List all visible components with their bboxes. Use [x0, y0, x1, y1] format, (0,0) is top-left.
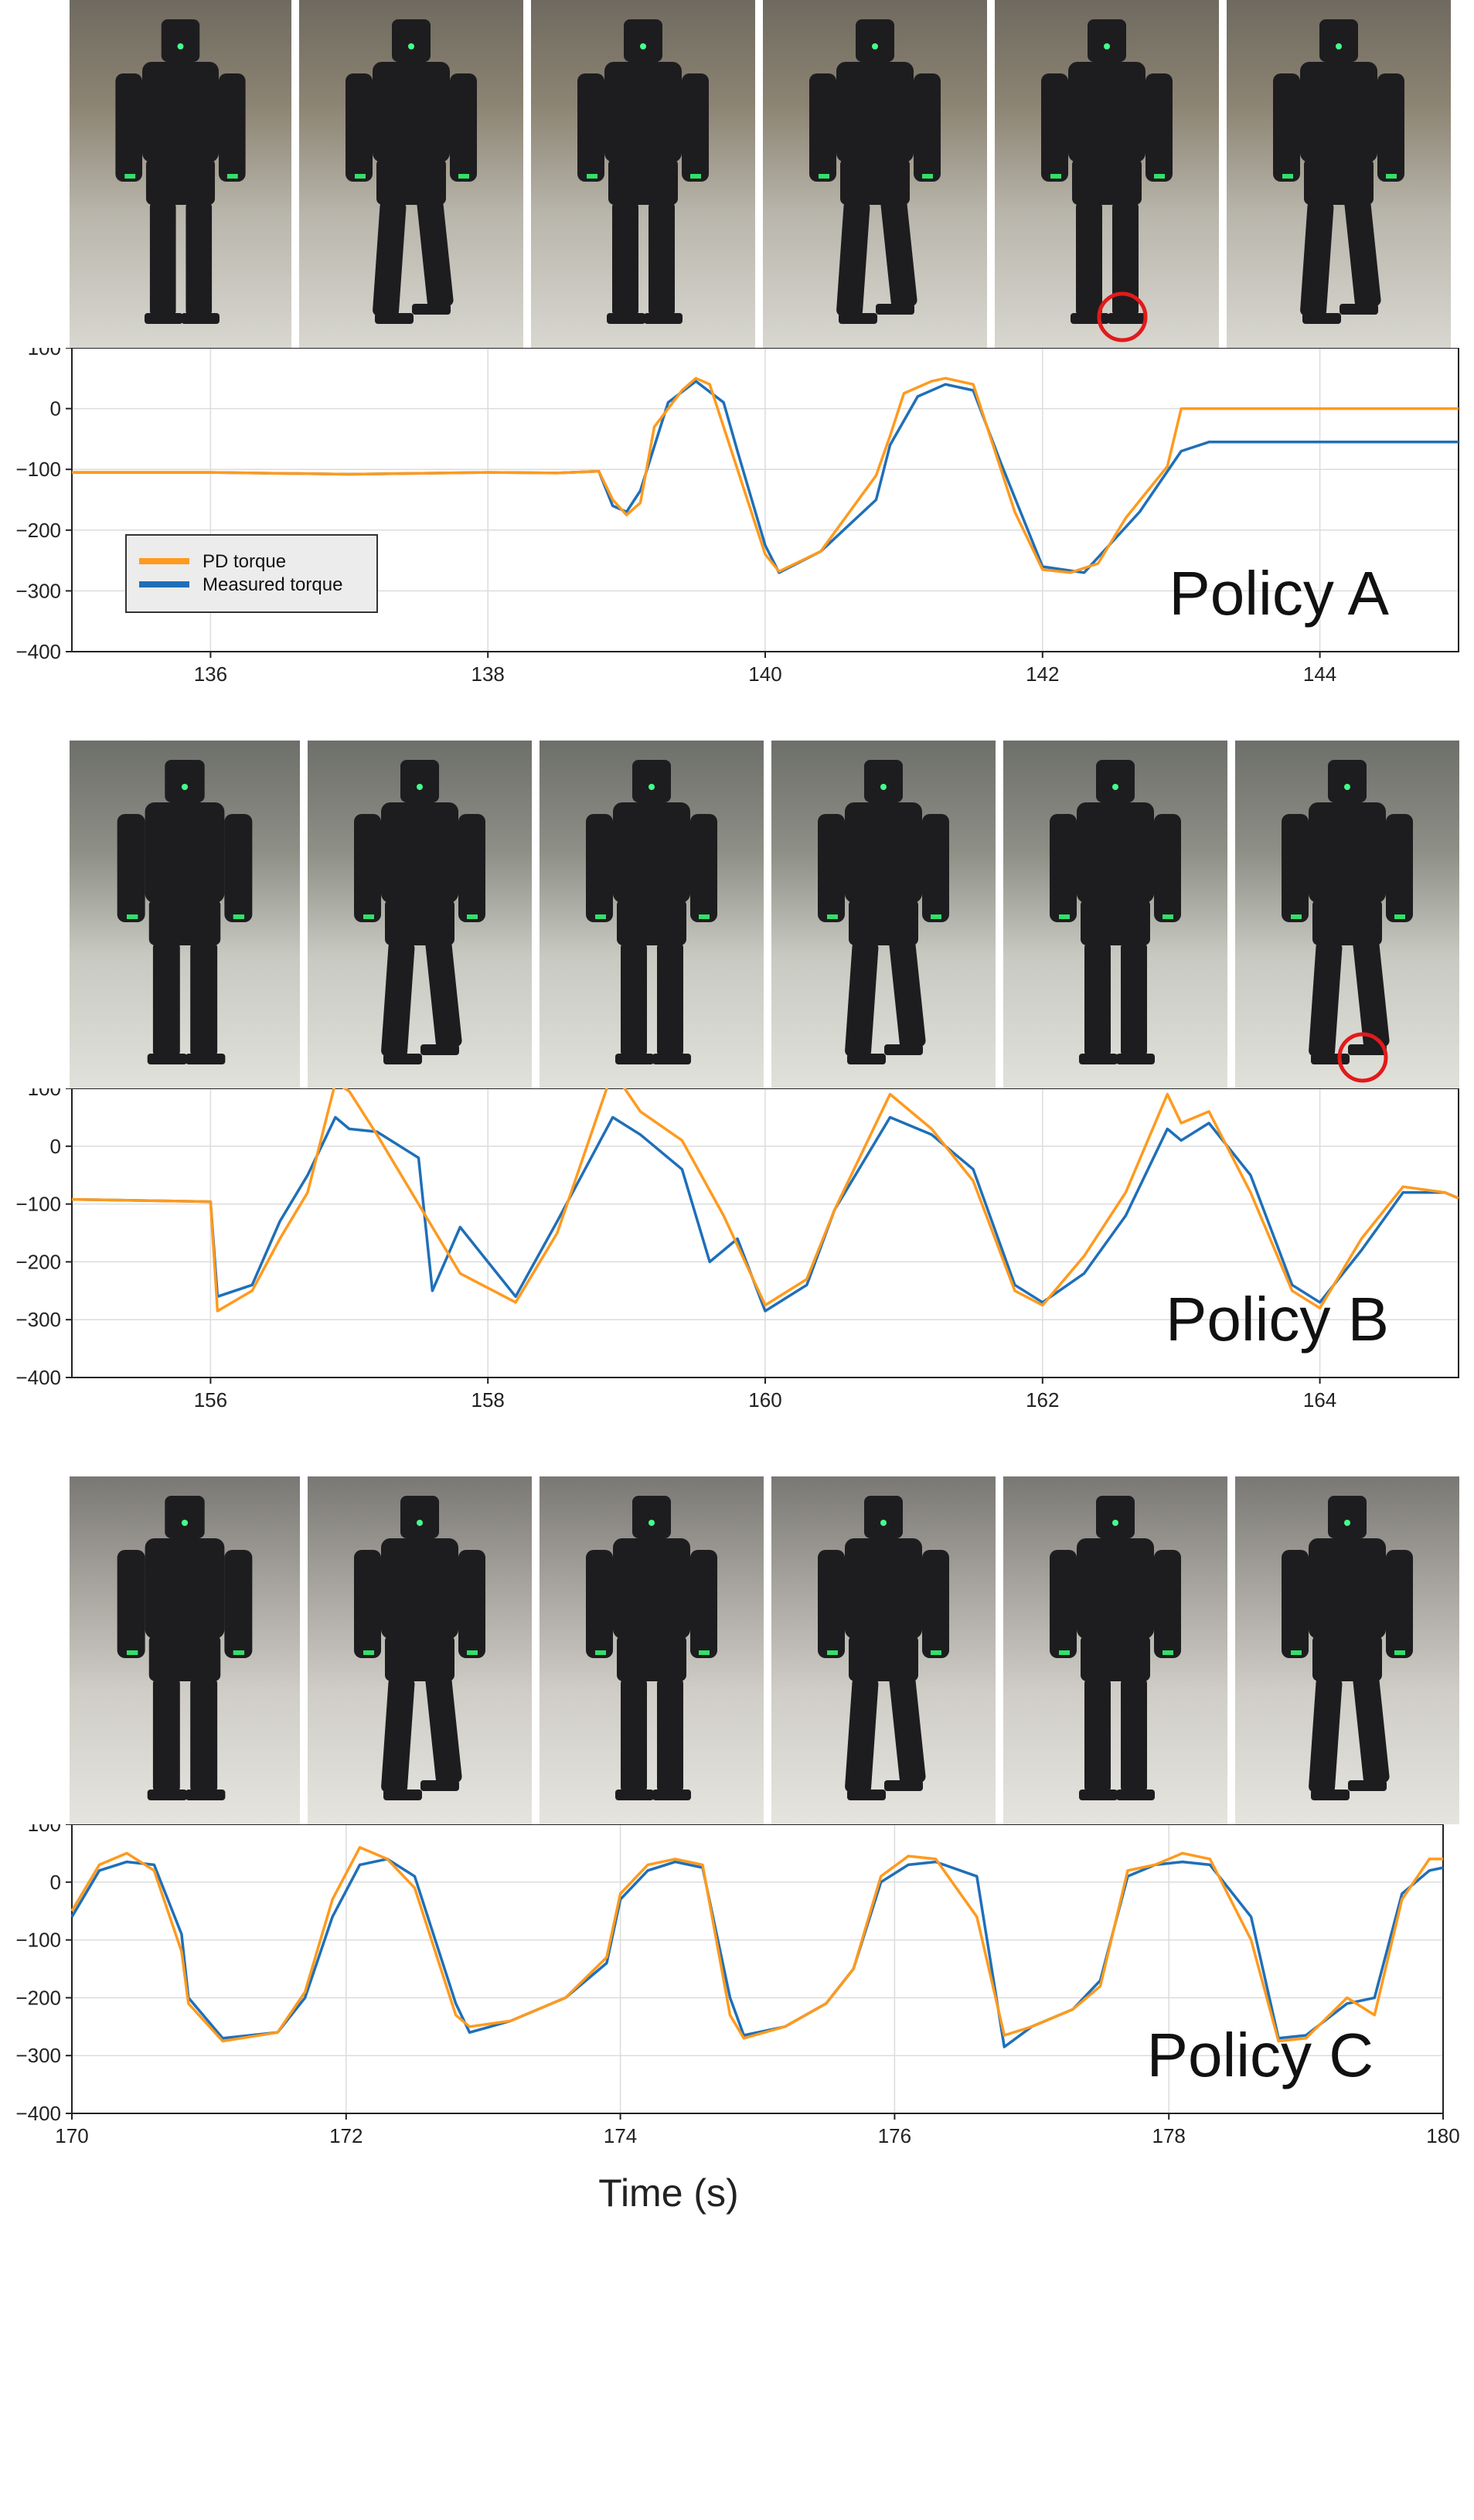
y-tick-label: −200 [15, 1986, 61, 2009]
robot-photo-frame [1003, 1476, 1227, 1824]
x-tick-label: 174 [604, 2124, 637, 2147]
robot-photo-frame [308, 741, 532, 1088]
robot-photo-frame [70, 741, 300, 1088]
measured-torque-series-line [71, 1115, 1459, 1313]
robot-photo-frame [1003, 741, 1227, 1088]
y-tick-label: −400 [15, 2102, 61, 2125]
y-tick-label: 100 [28, 348, 61, 359]
robot-figure [586, 1496, 717, 1800]
panel-a-photo-strip [70, 0, 1459, 348]
robot-figure [577, 19, 709, 324]
robot-figure [1050, 1496, 1181, 1800]
foot-contact-highlight-circle [1337, 1032, 1388, 1083]
policy-title: Policy B [1166, 1285, 1389, 1354]
robot-photo-frame [299, 0, 523, 348]
robot-figure [1050, 760, 1181, 1064]
x-tick-label: 160 [748, 1388, 781, 1412]
policy-title: Policy A [1169, 559, 1389, 628]
panel-a-chart: 100 0 −100 −200 −300 −400 136 138 140 142 144 Polic… [15, 348, 1459, 686]
robot-figure [115, 19, 246, 324]
robot-photo-frame [70, 0, 291, 348]
pd-torque-series-line [71, 1088, 1459, 1313]
x-tick-label: 170 [55, 2124, 88, 2147]
robot-figure [1282, 1496, 1413, 1800]
robot-photo-frame [531, 0, 755, 348]
robot-figure [117, 1496, 253, 1800]
robot-figure [1273, 19, 1404, 324]
robot-figure [818, 760, 949, 1064]
pd-torque-series-line [72, 376, 1459, 574]
measured-torque-series-line [70, 1858, 1444, 2048]
robot-figure [346, 19, 477, 324]
robot-photo-frame [763, 0, 987, 348]
y-tick-label: −300 [15, 579, 61, 602]
y-tick-label: −200 [15, 519, 61, 542]
robot-photo-frame [540, 741, 764, 1088]
robot-figure [1041, 19, 1173, 342]
panel-b-photo-strip [70, 741, 1459, 1088]
legend-label: PD torque [203, 551, 286, 572]
y-tick-label: 0 [50, 1871, 61, 1894]
y-tick-label: −100 [15, 1929, 61, 1952]
robot-figure [1282, 760, 1413, 1083]
robot-figure [809, 19, 941, 324]
x-tick-label: 164 [1303, 1388, 1336, 1412]
robot-photo-frame [540, 1476, 764, 1824]
robot-figure [354, 1496, 485, 1800]
legend-label: Measured torque [203, 574, 342, 595]
x-axis-title: Time (s) [598, 2171, 739, 2215]
robot-photo-frame [70, 1476, 300, 1824]
x-tick-label: 140 [748, 662, 781, 686]
y-tick-label: 0 [50, 1135, 61, 1158]
x-tick-label: 162 [1026, 1388, 1059, 1412]
robot-figure [586, 760, 717, 1064]
plot-frame [71, 1824, 1444, 2114]
x-tick-label: 158 [471, 1388, 505, 1412]
x-tick-label: 180 [1426, 2124, 1459, 2147]
y-tick-label: −300 [15, 2044, 61, 2067]
x-tick-label: 144 [1303, 662, 1336, 686]
robot-figure [117, 760, 253, 1064]
x-tick-label: 138 [471, 662, 505, 686]
panel-c-photo-strip [70, 1476, 1459, 1824]
y-tick-label: −100 [15, 1193, 61, 1216]
robot-figure [354, 760, 485, 1064]
robot-photo-frame [771, 1476, 996, 1824]
y-tick-label: −100 [15, 458, 61, 481]
robot-photo-frame [1235, 1476, 1459, 1824]
y-tick-label: 0 [50, 397, 61, 421]
x-tick-label: 156 [194, 1388, 227, 1412]
policy-title: Policy C [1147, 2021, 1374, 2089]
foot-contact-highlight-circle [1097, 291, 1148, 342]
x-tick-label: 142 [1026, 662, 1059, 686]
x-tick-label: 178 [1152, 2124, 1186, 2147]
x-tick-label: 172 [329, 2124, 363, 2147]
y-tick-label: −300 [15, 1308, 61, 1331]
robot-photo-frame [1227, 0, 1451, 348]
y-tick-label: −400 [15, 1366, 61, 1389]
robot-photo-frame [771, 741, 996, 1088]
robot-photo-frame [1235, 741, 1459, 1088]
robot-photo-frame [308, 1476, 532, 1824]
y-tick-label: −200 [15, 1250, 61, 1273]
y-tick-label: 100 [28, 1088, 61, 1100]
robot-figure [818, 1496, 949, 1800]
x-tick-label: 176 [878, 2124, 911, 2147]
pd-torque-series-line [70, 1846, 1443, 2043]
robot-photo-frame [995, 0, 1219, 348]
panel-b-chart: 100 0 −100 −200 −300 −400 156 158 160 162 164 Polic… [15, 1088, 1459, 1412]
y-tick-label: −400 [15, 640, 61, 663]
x-tick-label: 136 [194, 662, 227, 686]
y-tick-label: 100 [28, 1824, 61, 1836]
